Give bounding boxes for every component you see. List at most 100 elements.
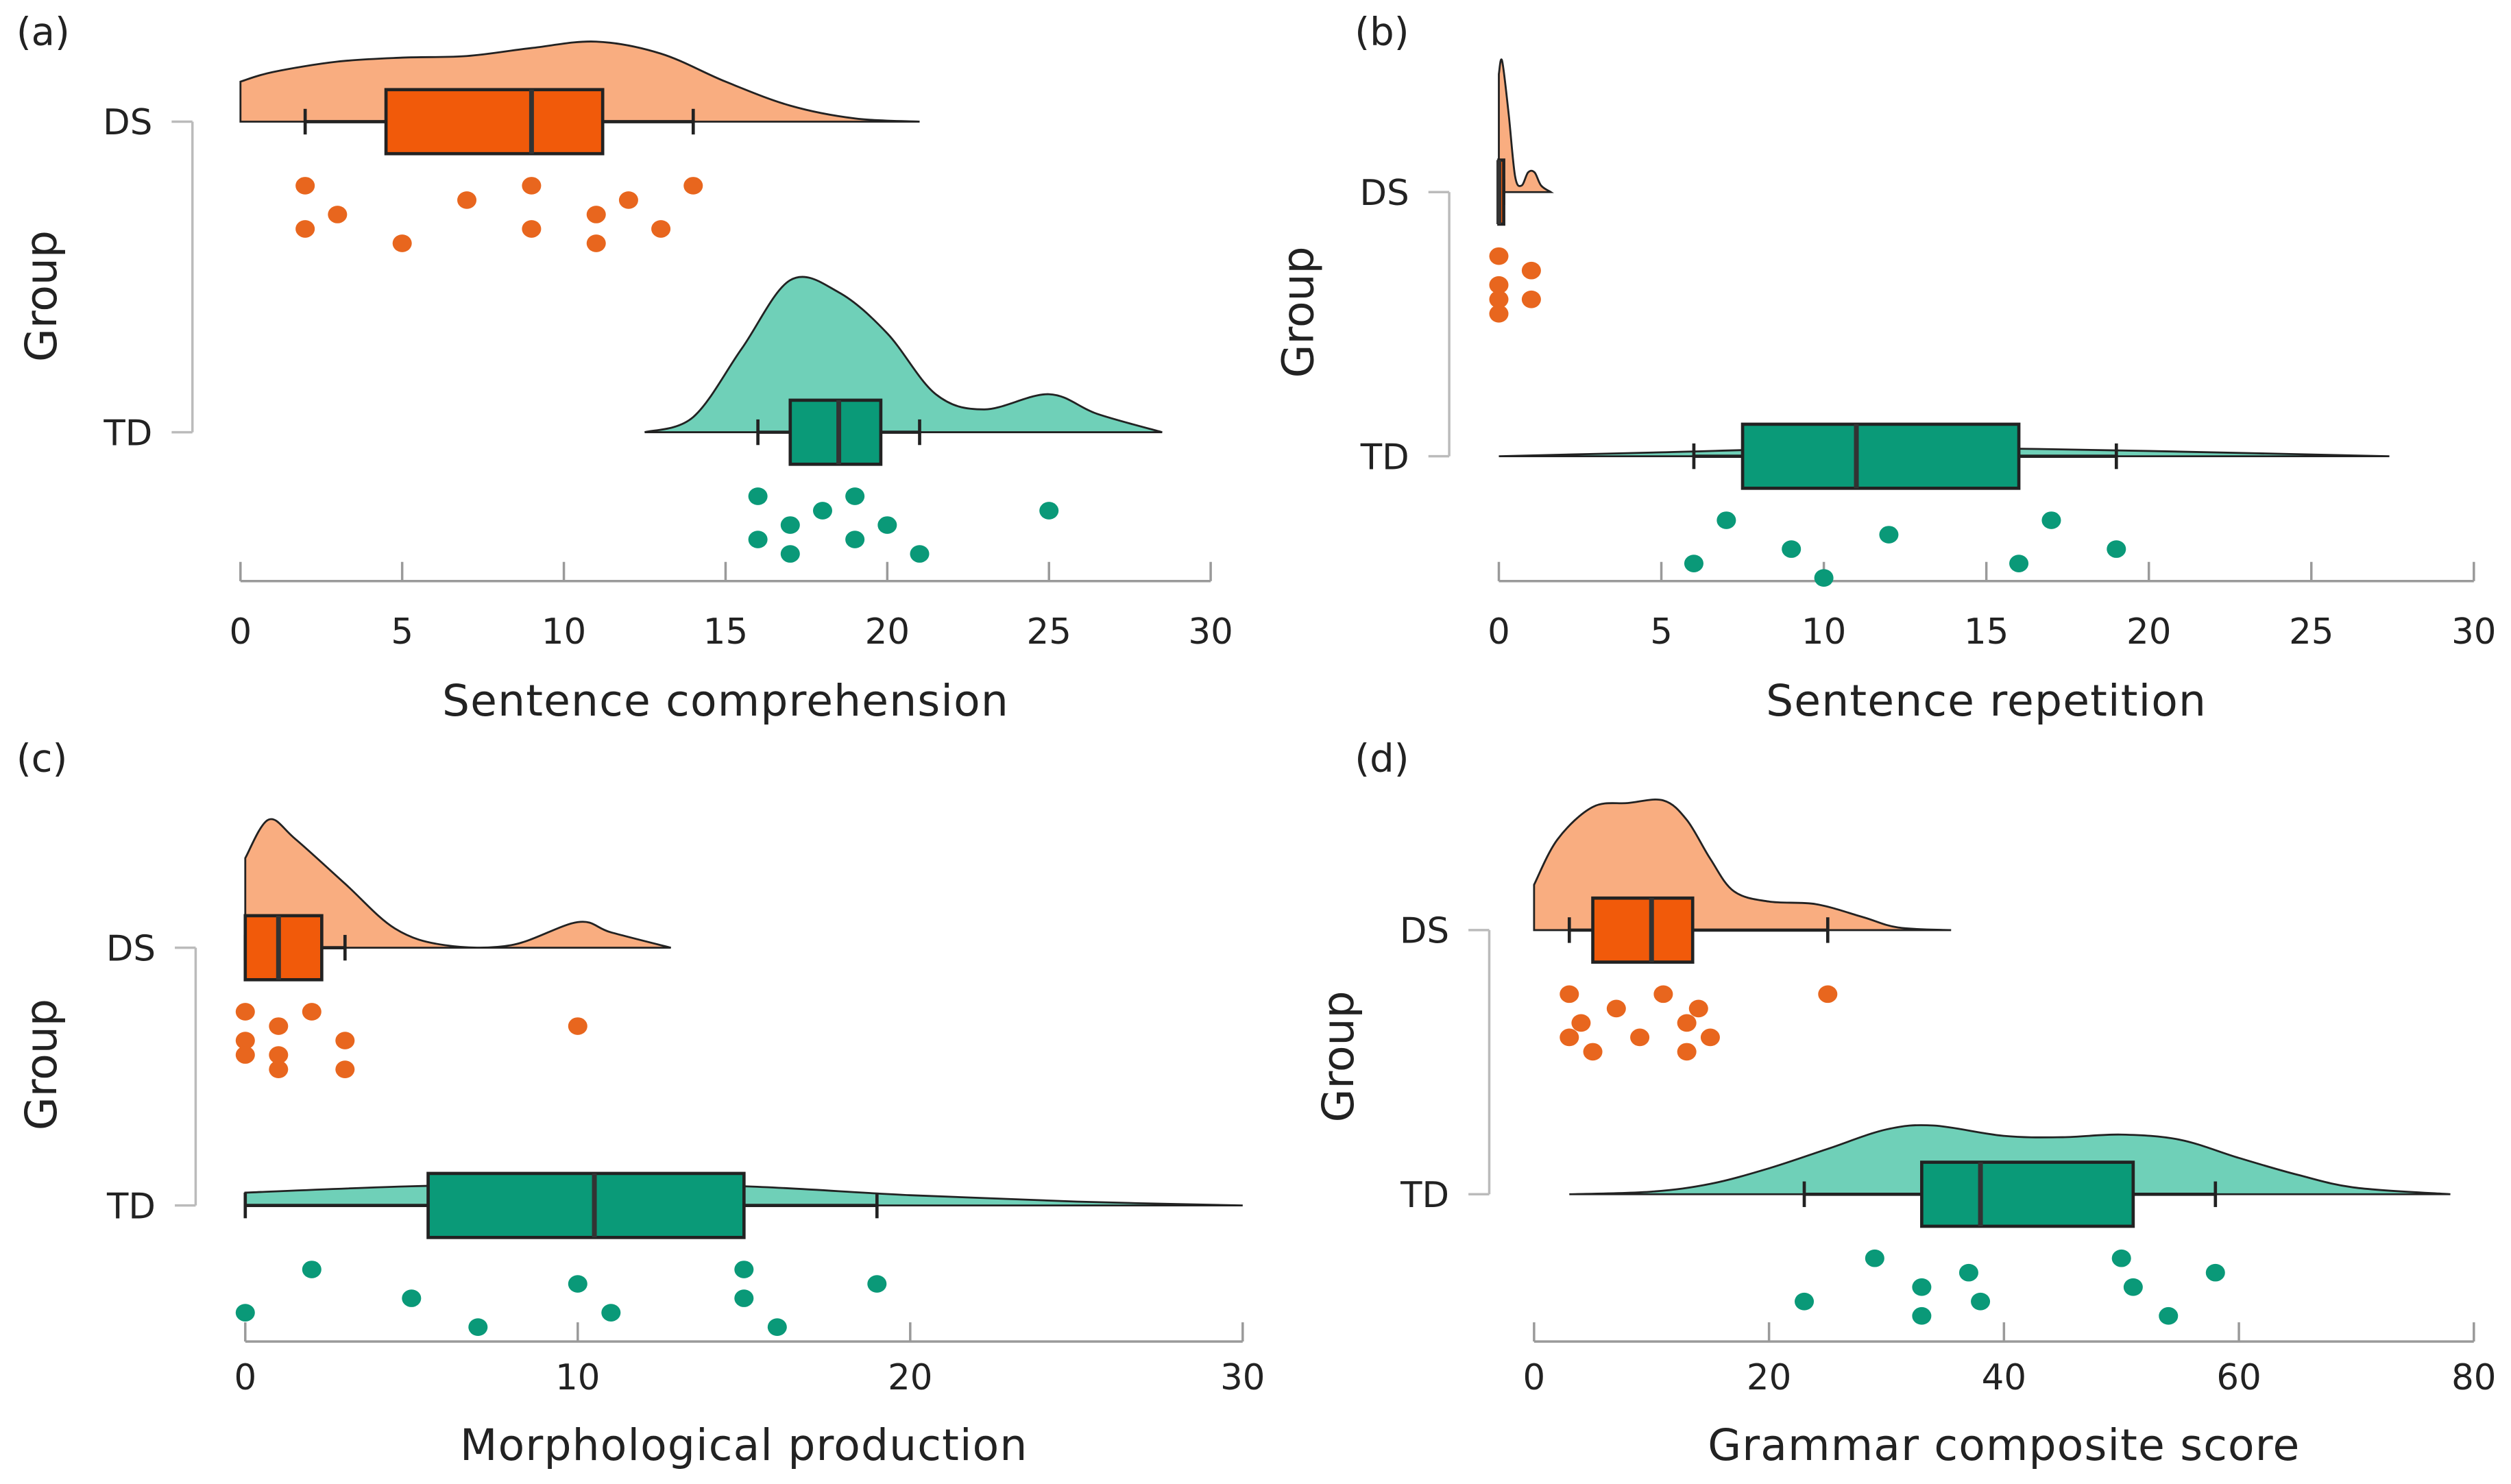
- group-ds: DS: [106, 818, 671, 1078]
- data-point: [457, 191, 477, 209]
- box-iqr: [384, 88, 605, 156]
- data-point: [522, 220, 542, 238]
- data-point: [2009, 555, 2029, 572]
- x-tick-label: 5: [391, 611, 413, 653]
- density-curve: [1569, 1124, 2451, 1195]
- data-point: [1583, 1043, 1603, 1061]
- x-axis-label: Sentence repetition: [1766, 675, 2207, 726]
- data-point: [522, 177, 542, 195]
- y-tick-label: TD: [1400, 1175, 1449, 1216]
- data-point: [748, 487, 768, 505]
- y-tick-label: DS: [1400, 911, 1449, 952]
- data-point: [1489, 304, 1509, 323]
- group-ds: DS: [103, 40, 920, 252]
- data-point: [2205, 1263, 2225, 1282]
- data-point: [780, 545, 800, 563]
- x-tick-label: 20: [865, 611, 910, 653]
- data-point: [1039, 502, 1059, 520]
- data-point: [1560, 985, 1579, 1003]
- x-tick-label: 0: [234, 1357, 256, 1398]
- data-point: [335, 1032, 355, 1049]
- data-point: [845, 531, 865, 548]
- data-point: [1684, 555, 1703, 572]
- data-point: [235, 1032, 255, 1049]
- data-point: [1653, 985, 1673, 1003]
- panel-label: (d): [1355, 737, 1409, 781]
- group-ds: DS: [1360, 58, 1554, 323]
- data-point: [1818, 985, 1838, 1003]
- data-point: [748, 531, 768, 548]
- data-point: [2107, 540, 2126, 558]
- x-tick-label: 30: [1188, 611, 1233, 653]
- y-tick-label: DS: [1360, 173, 1409, 214]
- data-point: [734, 1261, 754, 1278]
- data-point: [845, 487, 865, 505]
- x-tick-label: 0: [229, 611, 252, 653]
- data-point: [1489, 247, 1509, 265]
- data-point: [586, 234, 606, 252]
- data-point: [235, 1046, 255, 1064]
- data-point: [1782, 540, 1802, 558]
- data-point: [468, 1318, 488, 1336]
- y-tick-label: TD: [103, 413, 152, 454]
- x-tick-label: 80: [2451, 1357, 2496, 1398]
- data-point: [269, 1060, 289, 1078]
- data-point: [1700, 1028, 1720, 1047]
- x-tick-label: 0: [1488, 611, 1510, 653]
- data-point: [335, 1060, 355, 1078]
- x-axis-label: Sentence comprehension: [442, 675, 1009, 726]
- x-tick-label: 5: [1650, 611, 1673, 653]
- data-point: [1814, 569, 1834, 587]
- data-point: [235, 1003, 255, 1021]
- box-iqr: [1740, 422, 2021, 490]
- data-point: [269, 1046, 289, 1064]
- x-tick-label: 20: [888, 1357, 932, 1398]
- data-point: [767, 1318, 787, 1336]
- data-point: [734, 1289, 754, 1307]
- panel-a: (a) 0 5 10 15 20 25 30 Sentence comprehension Gro…: [16, 10, 1233, 726]
- data-point: [302, 1003, 322, 1021]
- data-point: [1630, 1028, 1650, 1047]
- data-point: [1521, 290, 1541, 308]
- data-point: [1865, 1249, 1884, 1267]
- data-point: [780, 516, 800, 534]
- panel-b: (b) 0 5 10 15 20 25 30 Sentence repetition Group D…: [1273, 10, 2497, 726]
- data-point: [568, 1017, 587, 1035]
- y-axis-label: Group: [1313, 990, 1363, 1122]
- x-tick-label: 20: [1747, 1357, 1791, 1398]
- x-tick-label: 15: [703, 611, 748, 653]
- density-curve: [1498, 58, 1554, 193]
- data-point: [1677, 1043, 1697, 1061]
- group-td: TD: [106, 1171, 1243, 1336]
- y-tick-label: TD: [106, 1186, 156, 1227]
- panel-label: (c): [16, 737, 68, 781]
- group-td: TD: [103, 276, 1163, 563]
- data-point: [1489, 290, 1509, 308]
- data-point: [812, 502, 832, 520]
- data-point: [1879, 526, 1899, 544]
- data-point: [1958, 1263, 1978, 1282]
- panel-label: (a): [16, 10, 70, 54]
- density-curve: [244, 818, 671, 949]
- data-point: [1971, 1292, 1991, 1311]
- data-point: [295, 220, 315, 238]
- data-point: [2123, 1278, 2143, 1296]
- data-point: [2111, 1249, 2131, 1267]
- data-point: [1795, 1292, 1815, 1311]
- data-point: [910, 545, 930, 563]
- box-iqr: [1591, 896, 1695, 964]
- x-tick-label: 0: [1523, 1357, 1546, 1398]
- data-point: [1688, 999, 1708, 1018]
- x-tick-label: 25: [2289, 611, 2333, 653]
- data-point: [302, 1261, 322, 1278]
- data-point: [1560, 1028, 1579, 1047]
- box-iqr: [788, 398, 883, 466]
- data-point: [877, 516, 897, 534]
- y-axis-label: Group: [16, 230, 66, 362]
- x-tick-label: 15: [1964, 611, 2009, 653]
- panel-d: (d) 0 20 40 60 80 Grammar composite score Group…: [1313, 737, 2497, 1470]
- data-point: [295, 177, 315, 195]
- data-point: [402, 1289, 422, 1307]
- data-point: [568, 1275, 587, 1293]
